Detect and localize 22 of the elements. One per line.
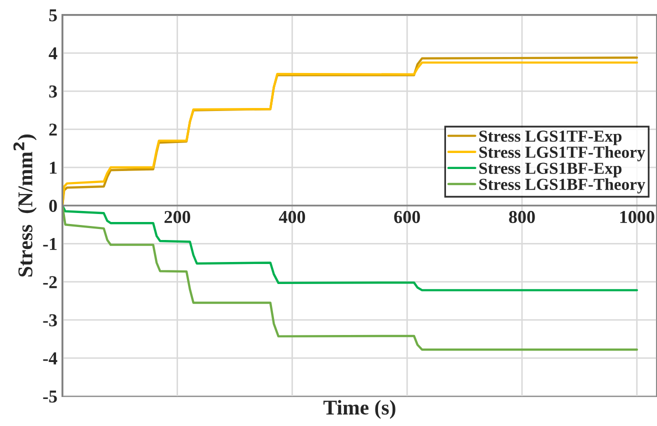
y-tick-label: 2	[49, 124, 57, 136]
legend-label: Stress LGS1TF-Theory	[479, 146, 646, 162]
x-axis-title: Time (s)	[323, 400, 396, 419]
legend-label: Stress LGS1BF-Exp	[479, 162, 622, 178]
legend-label: Stress LGS1BF-Theory	[479, 178, 646, 194]
y-tick-label: -1	[43, 238, 57, 250]
y-tick-label: 1	[50, 162, 57, 174]
y-tick-label: 0	[49, 200, 57, 212]
y-tick-label: 5	[49, 9, 57, 22]
y-tick-label: -3	[43, 314, 57, 326]
x-tick-label: 1000	[620, 210, 654, 224]
y-tick-label: 4	[48, 47, 58, 60]
y-tick-label: -4	[43, 352, 58, 364]
y-tick-label: 3	[49, 85, 57, 98]
y-axis-title: Stress (N/mm$^{2}$)	[13, 134, 37, 277]
y-tick-label: -5	[43, 390, 57, 403]
x-tick-label: 600	[394, 210, 420, 224]
y-tick-label: -2	[43, 276, 57, 288]
x-tick-label: 400	[278, 210, 306, 224]
x-tick-label: 800	[509, 210, 535, 224]
legend-label: Stress LGS1TF-Exp	[479, 130, 622, 146]
x-tick-label: 200	[164, 210, 190, 224]
